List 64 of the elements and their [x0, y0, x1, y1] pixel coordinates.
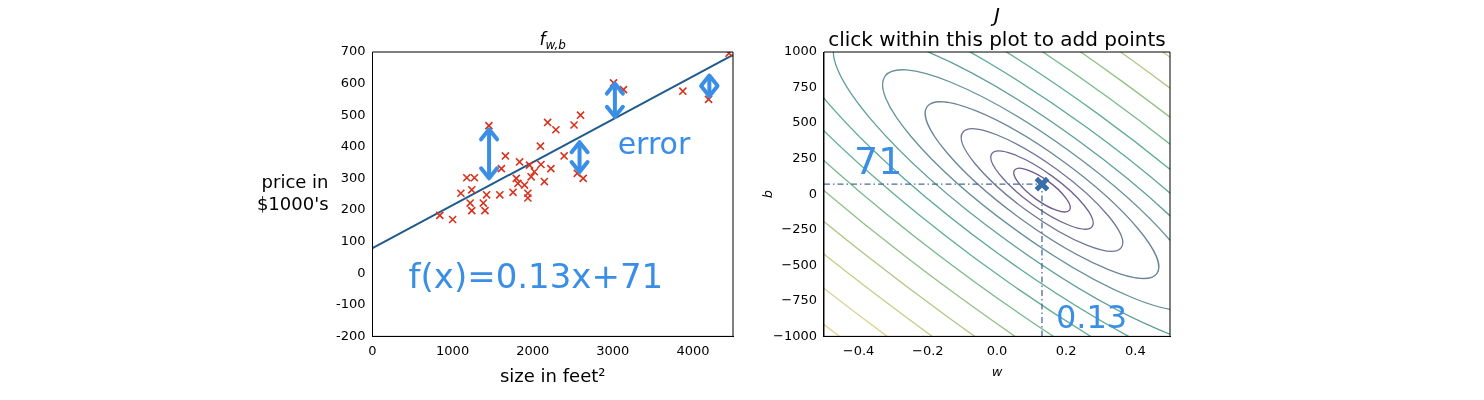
y-axis-title: b — [759, 190, 775, 199]
y-tick-label: 0 — [808, 185, 817, 201]
y-tick-label: −1000 — [772, 327, 817, 343]
point — [515, 157, 524, 167]
y-tick-label: 500 — [792, 114, 817, 130]
point — [536, 141, 545, 151]
x-tick-label: −0.4 — [842, 342, 875, 358]
x-axis-title: w — [991, 364, 1003, 380]
annotation: f(x)=0.13x+71 — [408, 256, 664, 297]
y-tick-label: 600 — [340, 74, 366, 90]
point — [530, 167, 539, 177]
point — [536, 160, 546, 169]
y-tick-label: 300 — [340, 169, 366, 185]
y-tick-label: −750 — [781, 292, 817, 308]
point — [448, 215, 457, 224]
point — [484, 121, 494, 130]
x-tick-label: 0 — [368, 342, 377, 358]
point — [435, 211, 445, 220]
point — [569, 120, 579, 130]
point — [576, 110, 585, 120]
point — [543, 118, 552, 127]
point — [508, 187, 518, 197]
point — [526, 172, 536, 182]
y-tick-label: 200 — [340, 201, 366, 217]
y-tick-label: 1000 — [783, 43, 817, 59]
y-tick-label: 0 — [357, 264, 366, 280]
y-tick-label: 500 — [340, 106, 366, 122]
point — [546, 164, 556, 173]
point — [470, 173, 479, 183]
point — [540, 177, 549, 186]
point — [525, 160, 534, 170]
y-tick-label: 750 — [792, 78, 817, 94]
point — [501, 151, 510, 161]
point — [704, 95, 713, 104]
y-tick-label: 250 — [792, 150, 817, 166]
y-tick-label: 700 — [340, 43, 366, 59]
point — [462, 173, 472, 183]
x-tick-label: 0.2 — [1055, 342, 1077, 358]
x-tick-label: 0.4 — [1125, 342, 1146, 358]
y-tick-label: −250 — [781, 221, 817, 237]
y-tick-label: -100 — [335, 296, 366, 312]
x-axis-title: size in feet² — [500, 365, 606, 387]
x-tick-label: 0.0 — [986, 342, 1008, 358]
point — [559, 151, 569, 161]
y-tick-label: −500 — [781, 256, 817, 272]
point — [467, 185, 477, 195]
x-tick-label: 4000 — [676, 342, 710, 358]
point — [456, 188, 466, 198]
point — [551, 125, 561, 135]
y-axis-title: price in $1000's — [256, 171, 329, 215]
point — [495, 190, 505, 200]
x-tick-label: 2000 — [516, 342, 550, 358]
y-tick-label: -200 — [335, 327, 366, 343]
x-tick-label: 1000 — [436, 342, 470, 358]
chart-title: J — [990, 3, 1001, 27]
y-tick-label: 400 — [340, 138, 366, 154]
point — [497, 164, 506, 173]
chart-subtitle: click within this plot to add points — [828, 27, 1166, 51]
x-tick-label: 3000 — [596, 342, 630, 358]
y-tick-label: 100 — [340, 232, 366, 248]
annotation: error — [617, 126, 691, 162]
x-tick-label: −0.2 — [911, 342, 944, 358]
point — [678, 86, 688, 96]
point — [578, 174, 588, 183]
